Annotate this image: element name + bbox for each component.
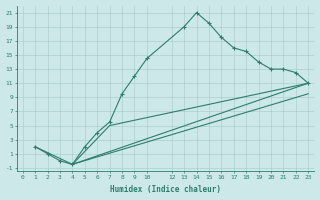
X-axis label: Humidex (Indice chaleur): Humidex (Indice chaleur): [110, 185, 221, 194]
